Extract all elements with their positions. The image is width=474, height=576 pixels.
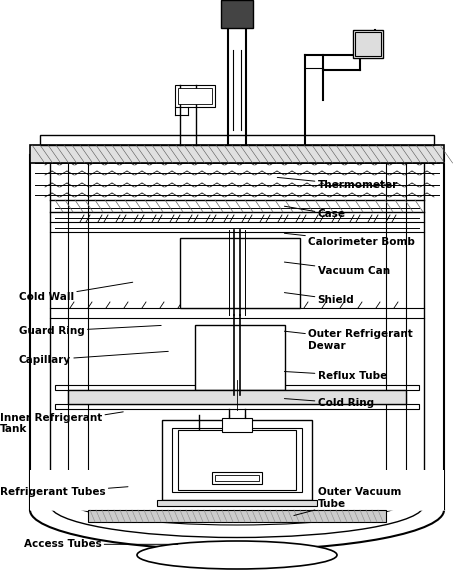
Bar bbox=[68, 390, 406, 404]
Text: Cold Wall: Cold Wall bbox=[19, 282, 133, 302]
Bar bbox=[353, 30, 383, 58]
Bar bbox=[88, 510, 386, 522]
Bar bbox=[175, 85, 215, 107]
Bar bbox=[180, 238, 300, 308]
Bar bbox=[355, 32, 381, 56]
Text: Access Tubes: Access Tubes bbox=[24, 539, 178, 550]
Ellipse shape bbox=[137, 541, 337, 569]
Bar bbox=[221, 0, 253, 28]
Text: Thermometer: Thermometer bbox=[277, 177, 398, 191]
Bar bbox=[55, 404, 419, 409]
Bar bbox=[172, 428, 302, 492]
Bar bbox=[178, 88, 212, 104]
Bar bbox=[222, 418, 252, 432]
Bar bbox=[190, 245, 220, 300]
Text: Vacuum Can: Vacuum Can bbox=[284, 262, 390, 276]
Bar bbox=[212, 472, 262, 484]
Ellipse shape bbox=[30, 470, 444, 550]
Text: Outer Vacuum
Tube: Outer Vacuum Tube bbox=[294, 487, 401, 516]
Text: Case: Case bbox=[284, 206, 346, 219]
Bar bbox=[50, 472, 424, 505]
Bar bbox=[215, 475, 259, 481]
Text: Outer Refrigerant
Dewar: Outer Refrigerant Dewar bbox=[284, 329, 413, 351]
Ellipse shape bbox=[88, 476, 386, 514]
Bar bbox=[157, 500, 317, 506]
Bar bbox=[88, 476, 386, 495]
Text: Reflux Tube: Reflux Tube bbox=[284, 370, 387, 381]
Text: Shield: Shield bbox=[284, 293, 355, 305]
Bar bbox=[68, 475, 406, 500]
Text: Guard Ring: Guard Ring bbox=[19, 325, 161, 336]
Bar bbox=[40, 135, 434, 145]
Bar bbox=[178, 430, 296, 490]
Ellipse shape bbox=[50, 472, 424, 537]
Bar bbox=[162, 420, 312, 500]
Text: Calorimeter Bomb: Calorimeter Bomb bbox=[284, 233, 415, 247]
Text: Capillary: Capillary bbox=[19, 351, 168, 365]
Bar bbox=[200, 330, 280, 385]
Ellipse shape bbox=[68, 475, 406, 525]
Bar bbox=[30, 470, 444, 510]
Bar bbox=[55, 385, 419, 390]
Text: Inner Refrigerant
Tank: Inner Refrigerant Tank bbox=[0, 412, 123, 434]
Bar bbox=[255, 245, 285, 300]
Bar bbox=[30, 145, 444, 163]
Text: Refrigerant Tubes: Refrigerant Tubes bbox=[0, 487, 128, 498]
Bar bbox=[195, 325, 285, 390]
Text: Cold Ring: Cold Ring bbox=[284, 398, 374, 408]
